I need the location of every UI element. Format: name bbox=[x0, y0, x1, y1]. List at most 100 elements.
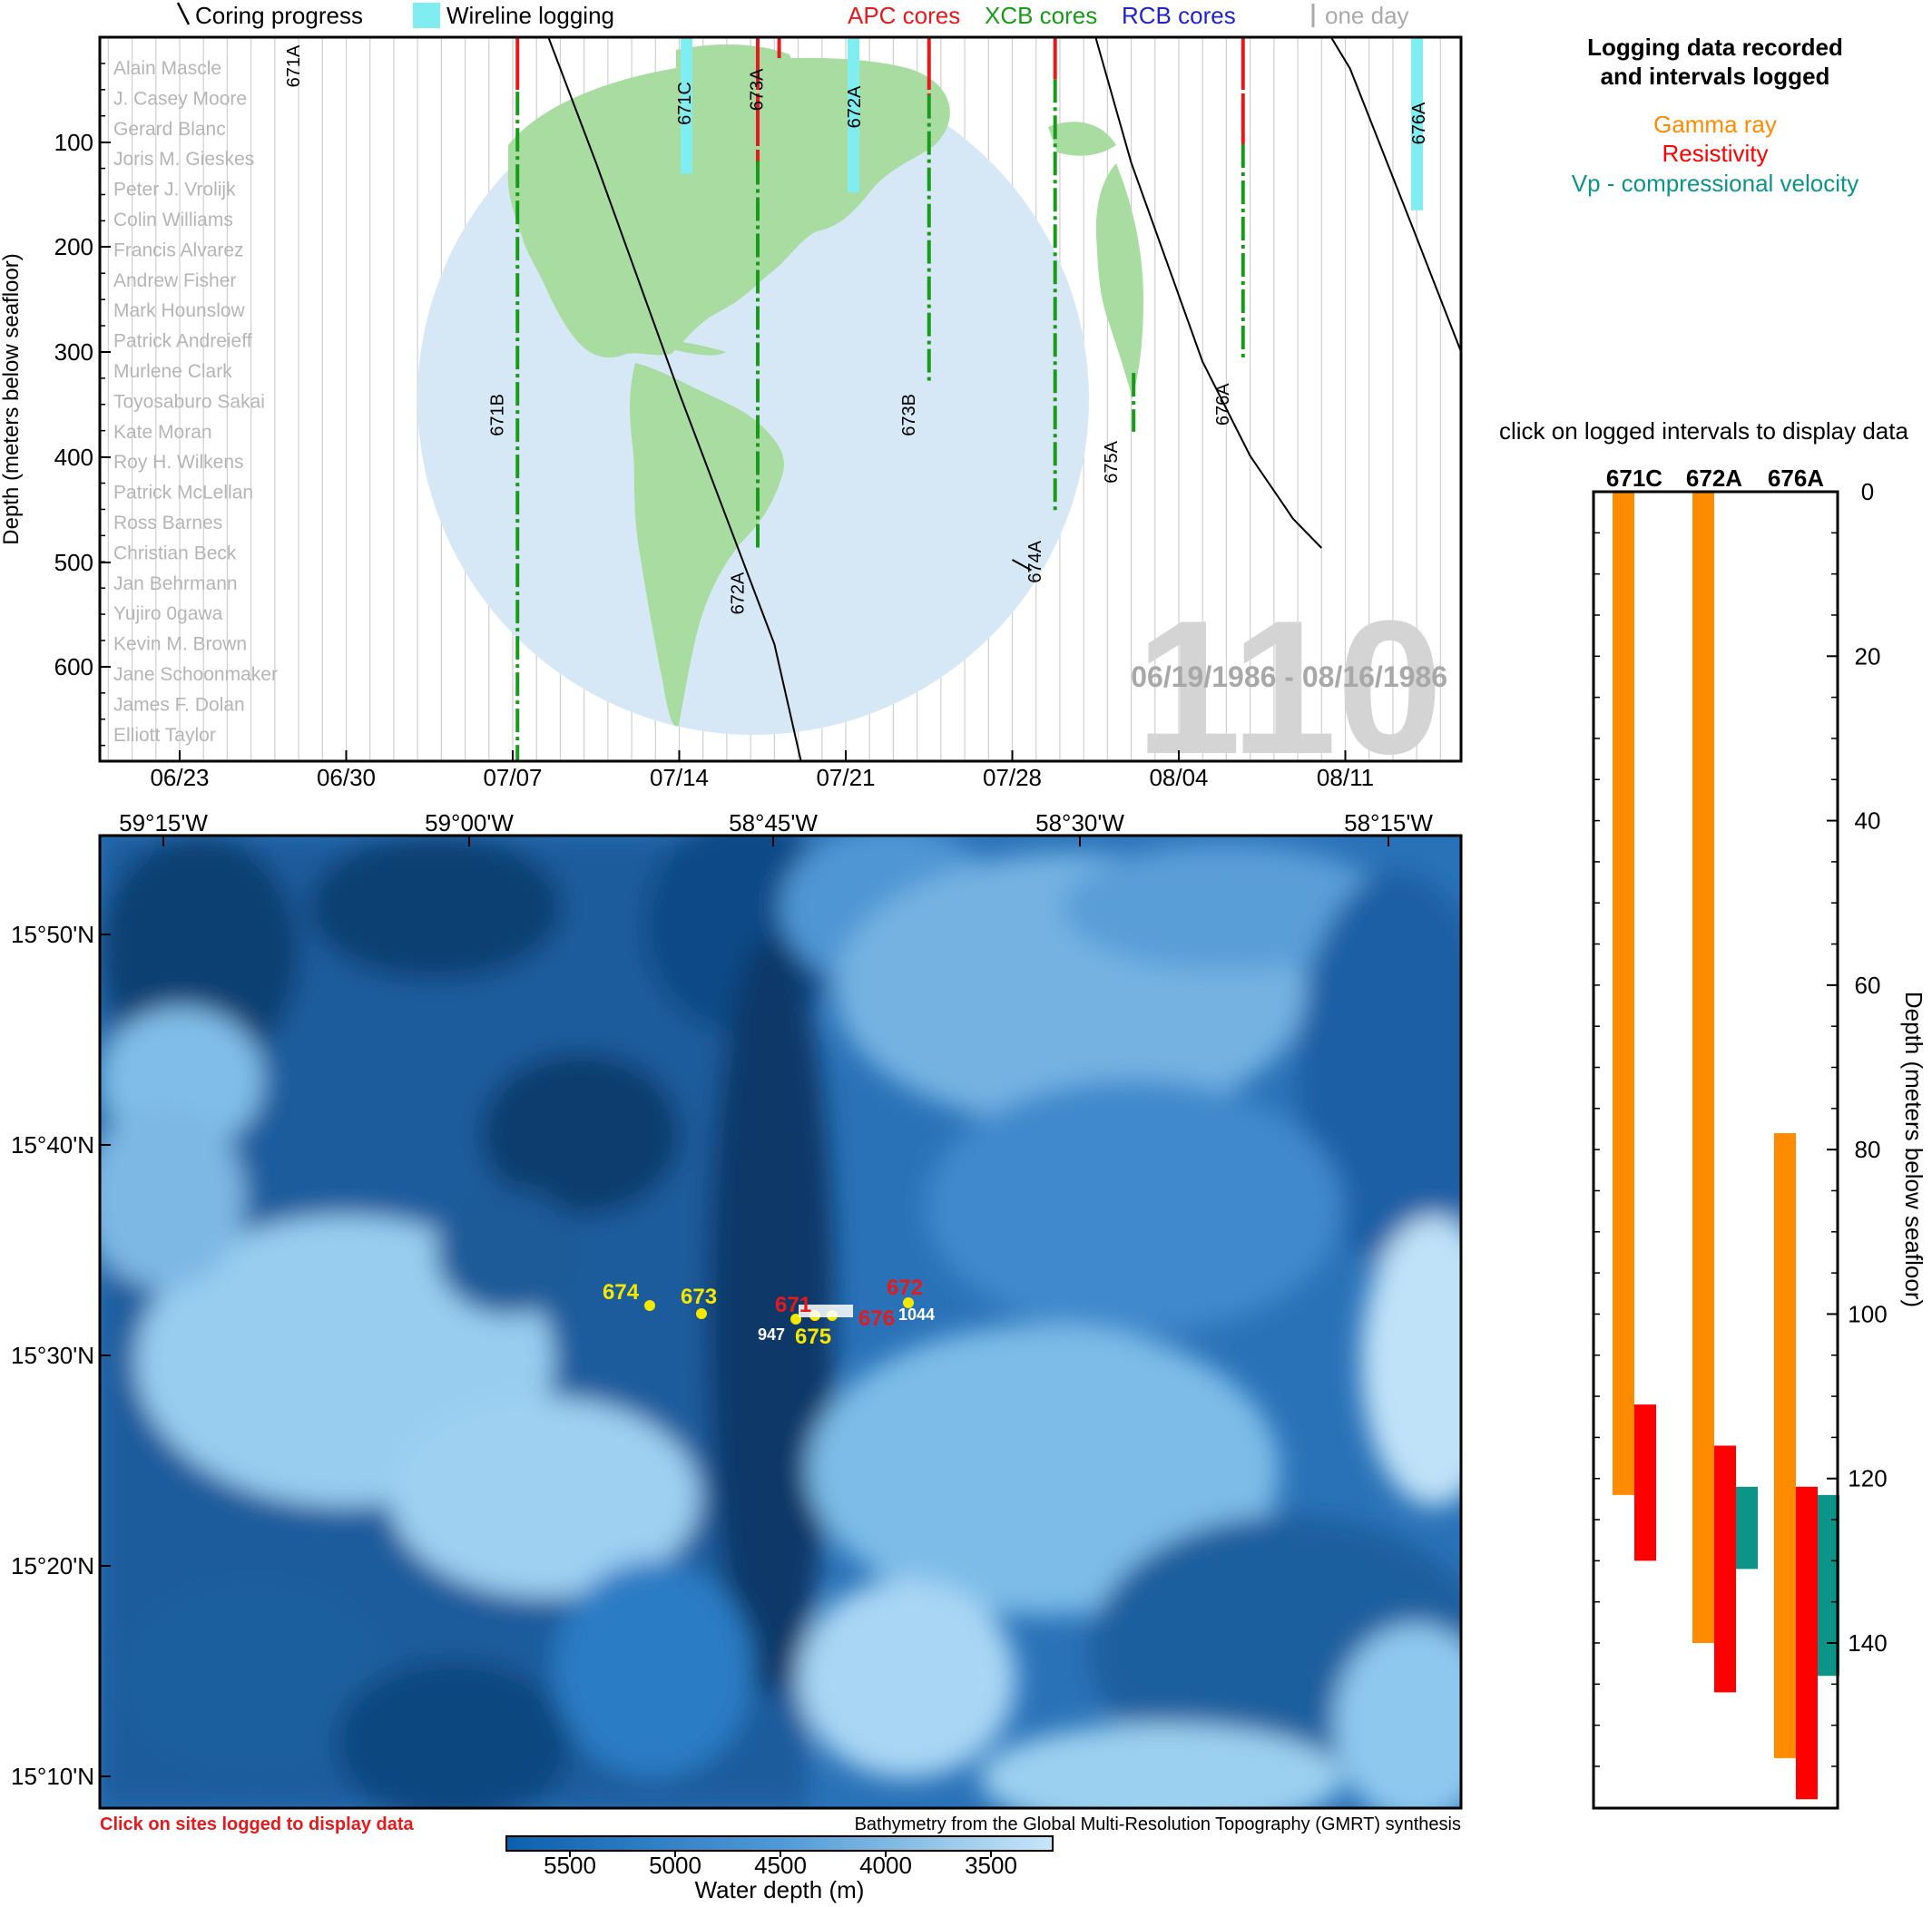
scientist-name: Christian Beck bbox=[113, 543, 237, 563]
logged-interval-vp[interactable] bbox=[1736, 1486, 1758, 1570]
timeline-y-axis: 100 200 300 400 500 600 bbox=[54, 36, 111, 747]
map-click-hint: Click on sites logged to display data bbox=[100, 1814, 415, 1834]
scientist-name: Yujiro 0gawa bbox=[113, 603, 223, 624]
logged-interval-resistivity[interactable] bbox=[1714, 1445, 1736, 1693]
coring-progress-line bbox=[1094, 37, 1323, 549]
scientist-name: Patrick Andreieff bbox=[113, 331, 252, 352]
site-label-676[interactable]: 676 bbox=[858, 1306, 895, 1331]
x-tick-label: 07/14 bbox=[650, 764, 709, 791]
map-frame bbox=[98, 834, 1463, 1810]
legend-xcb: XCB cores bbox=[985, 2, 1097, 29]
logging-hole-header[interactable]: 671C bbox=[1606, 465, 1662, 492]
hole-label: 672A bbox=[845, 85, 865, 128]
scientist-name: Colin Williams bbox=[113, 210, 233, 230]
coring-progress-swatch bbox=[176, 2, 191, 25]
scientist-name: J. Casey Moore bbox=[113, 88, 247, 109]
scientist-name: Gerard Blanc bbox=[113, 119, 226, 140]
colorbar-gradient bbox=[505, 1835, 1054, 1852]
x-tick-label: 07/28 bbox=[983, 764, 1042, 791]
scientist-name: Toyosaburo Sakai bbox=[113, 391, 265, 412]
legend-apc: APC cores bbox=[848, 2, 960, 29]
logged-interval-gamma[interactable] bbox=[1774, 1133, 1796, 1758]
coring-progress-line bbox=[1859, 37, 1932, 357]
coring-progress-line bbox=[547, 37, 802, 761]
legend-coring-progress: Coring progress bbox=[195, 2, 363, 29]
leg-number: 110 bbox=[1135, 581, 1443, 794]
legend-one-day: one day bbox=[1325, 2, 1409, 29]
colorbar-label: Water depth (m) bbox=[695, 1876, 865, 1903]
colorbar: 5500 5000 4500 4000 3500 Water depth (m) bbox=[505, 1835, 1054, 1903]
timeline-frame bbox=[98, 35, 1463, 763]
scientist-name: Ross Barnes bbox=[113, 513, 222, 533]
scientist-name: James F. Dolan bbox=[113, 694, 245, 715]
x-tick-label: 06/23 bbox=[150, 764, 209, 791]
site-674-dot[interactable] bbox=[644, 1300, 655, 1311]
scientist-name: Kate Moran bbox=[113, 422, 212, 443]
lat-label: 15°10'N bbox=[11, 1763, 94, 1790]
wireline-logging-bar[interactable] bbox=[848, 37, 859, 193]
logged-interval-vp[interactable] bbox=[1818, 1494, 1839, 1677]
lat-label: 15°20'N bbox=[11, 1552, 94, 1579]
legend-gamma: Gamma ray bbox=[1653, 111, 1777, 138]
scientist-name: Patrick McLellan bbox=[113, 483, 253, 504]
site-label-675[interactable]: 675 bbox=[795, 1325, 831, 1349]
x-tick-label: 08/11 bbox=[1317, 764, 1374, 791]
hole-label: 675A bbox=[1102, 440, 1122, 483]
logged-interval-resistivity[interactable] bbox=[1634, 1404, 1656, 1561]
logging-depth-tick-label: 120 bbox=[1848, 1465, 1887, 1492]
y-tick-label: 200 bbox=[54, 233, 93, 260]
y-tick-label: 100 bbox=[54, 129, 93, 156]
logging-click-hint: click on logged intervals to display dat… bbox=[1499, 417, 1908, 445]
site-label-673[interactable]: 673 bbox=[681, 1285, 717, 1309]
wireline-swatch bbox=[413, 3, 440, 28]
logging-title-line2: and intervals logged bbox=[1601, 63, 1830, 90]
hole-label: 676A bbox=[1409, 102, 1429, 144]
map-axes: 59°15'W 59°00'W 58°45'W 58°30'W 58°15'W 15°50… bbox=[11, 809, 1433, 1790]
colorbar-tick-label: 5500 bbox=[544, 1852, 596, 1879]
scientist-name: Elliott Taylor bbox=[113, 725, 216, 746]
holes-layer: 671B 672A 673A 673B 674A 675A 676A 671C 672A 676A… bbox=[284, 37, 1932, 761]
legend-bar: Coring progress Wireline logging APC cor… bbox=[176, 2, 1409, 29]
coring-progress-line bbox=[1760, 37, 1877, 435]
colorbar-tick-label: 5000 bbox=[649, 1852, 701, 1879]
lat-label: 15°30'N bbox=[11, 1342, 94, 1369]
site-label-671[interactable]: 671 bbox=[775, 1293, 811, 1317]
site-672-dot[interactable] bbox=[903, 1297, 914, 1308]
logged-interval-resistivity[interactable] bbox=[1796, 1486, 1818, 1800]
hole-label: 672A bbox=[728, 572, 748, 614]
scientist-name: Jan Behrmann bbox=[113, 573, 238, 594]
logging-hole-header[interactable]: 672A bbox=[1686, 465, 1742, 492]
scientist-name: Andrew Fisher bbox=[113, 270, 236, 291]
hole-label: 671A bbox=[284, 44, 304, 87]
site-label-672[interactable]: 672 bbox=[887, 1276, 923, 1300]
globe-land bbox=[507, 44, 1143, 727]
hole-label: 671C bbox=[675, 82, 695, 125]
scientist-name: Alain Mascle bbox=[113, 58, 221, 79]
lon-label: 59°15'W bbox=[119, 809, 208, 836]
globe bbox=[417, 44, 1143, 735]
lon-label: 58°30'W bbox=[1035, 809, 1124, 836]
wireline-logging-bar[interactable] bbox=[1411, 37, 1423, 210]
colorbar-tick-label: 3500 bbox=[965, 1852, 1017, 1879]
leg-date-range: 06/19/1986 - 08/16/1986 bbox=[1131, 660, 1447, 693]
x-tick-label: 07/21 bbox=[816, 764, 875, 791]
logged-interval-gamma[interactable] bbox=[1692, 492, 1714, 1643]
logging-depth-tick-label: 40 bbox=[1855, 807, 1881, 835]
wireline-logging-bar[interactable] bbox=[681, 37, 692, 174]
legend-rcb: RCB cores bbox=[1122, 2, 1236, 29]
site-label-1044: 1044 bbox=[898, 1306, 935, 1324]
logged-interval-gamma[interactable] bbox=[1613, 492, 1634, 1495]
x-tick-label: 08/04 bbox=[1149, 764, 1208, 791]
y-tick-label: 400 bbox=[54, 444, 93, 471]
bathymetry bbox=[100, 836, 1461, 1808]
map-panel: 674 673 671 675 676 672 947 1044 59°15'W… bbox=[11, 809, 1463, 1834]
site-label-674[interactable]: 674 bbox=[603, 1280, 640, 1305]
logging-depth-tick-label: 0 bbox=[1861, 478, 1874, 505]
map-source: Bathymetry from the Global Multi-Resolut… bbox=[855, 1814, 1461, 1834]
logging-hole-header[interactable]: 676A bbox=[1768, 465, 1824, 492]
lon-label: 58°45'W bbox=[729, 809, 818, 836]
y-tick-label: 600 bbox=[54, 653, 93, 680]
site-673-dot[interactable] bbox=[696, 1308, 707, 1319]
scientist-name: Francis Alvarez bbox=[113, 240, 244, 260]
logging-interval-bars bbox=[1613, 492, 1839, 1800]
